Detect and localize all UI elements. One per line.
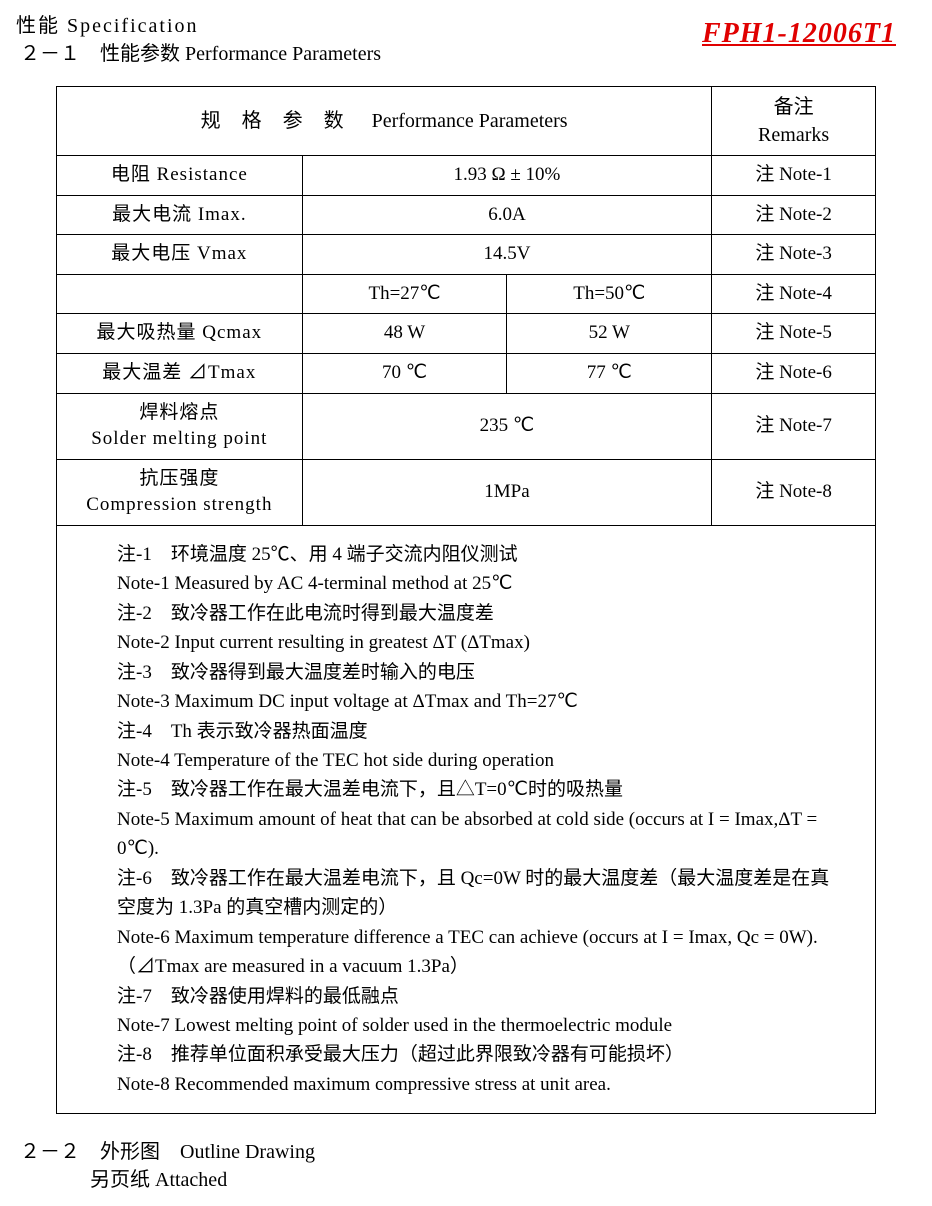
spec-sub-num: ２－１ <box>20 43 80 65</box>
param-value-1: 70 ℃ <box>302 353 507 393</box>
table-row: 电阻 Resistance 1.93 Ω ± 10% 注 Note-1 <box>57 156 876 196</box>
note-line: 注-1 环境温度 25℃、用 4 端子交流内阻仪测试 <box>117 540 845 569</box>
section-2-sub: 另页纸 Attached <box>20 1166 916 1194</box>
spec-table-wrap: 规 格 参 数 Performance Parameters 备注 Remark… <box>56 86 876 1114</box>
param-note: 注 Note-3 <box>712 235 876 275</box>
note-line: Note-8 Recommended maximum compressive s… <box>117 1070 845 1099</box>
label-cn: 焊料熔点 <box>139 402 219 423</box>
param-label-multiline: 抗压强度 Compression strength <box>57 459 303 525</box>
section-2-sub-cn: 另页纸 <box>90 1169 150 1191</box>
table-row-temp: Th=27℃ Th=50℃ 注 Note-4 <box>57 274 876 314</box>
param-note: 注 Note-5 <box>712 314 876 354</box>
param-label: 最大电流 Imax. <box>57 195 303 235</box>
table-row: 最大吸热量 Qcmax 48 W 52 W 注 Note-5 <box>57 314 876 354</box>
param-value: 6.0A <box>302 195 712 235</box>
table-header-row: 规 格 参 数 Performance Parameters 备注 Remark… <box>57 87 876 156</box>
section-2-num: ２－２ <box>20 1141 80 1163</box>
param-label: 电阻 Resistance <box>57 156 303 196</box>
note-line: Note-1 Measured by AC 4-terminal method … <box>117 569 845 598</box>
spec-title-cn: 性能 <box>16 15 60 37</box>
notes-row: 注-1 环境温度 25℃、用 4 端子交流内阻仪测试 Note-1 Measur… <box>57 525 876 1113</box>
temp-col-2: Th=50℃ <box>507 274 712 314</box>
param-value-2: 77 ℃ <box>507 353 712 393</box>
note-line: 注-7 致冷器使用焊料的最低融点 <box>117 982 845 1011</box>
note-line: 注-3 致冷器得到最大温度差时输入的电压 <box>117 658 845 687</box>
page-header: 性能 Specification ２－１ 性能参数 Performance Pa… <box>16 12 916 68</box>
label-en: Solder melting point <box>91 428 267 449</box>
param-note: 注 Note-7 <box>712 393 876 459</box>
param-value: 1MPa <box>302 459 712 525</box>
param-value: 1.93 Ω ± 10% <box>302 156 712 196</box>
table-header-main: 规 格 参 数 Performance Parameters <box>57 87 712 156</box>
spec-title: 性能 Specification <box>16 12 702 40</box>
param-label: 最大电压 Vmax <box>57 235 303 275</box>
note-line: Note-5 Maximum amount of heat that can b… <box>117 805 845 864</box>
spec-table: 规 格 参 数 Performance Parameters 备注 Remark… <box>56 86 876 1114</box>
note-line: 注-4 Th 表示致冷器热面温度 <box>117 717 845 746</box>
table-row: 最大电流 Imax. 6.0A 注 Note-2 <box>57 195 876 235</box>
param-note: 注 Note-4 <box>712 274 876 314</box>
part-number: FPH1-12006T1 <box>702 12 916 53</box>
note-line: 注-8 推荐单位面积承受最大压力（超过此界限致冷器有可能损坏） <box>117 1040 845 1069</box>
param-note: 注 Note-6 <box>712 353 876 393</box>
spec-subtitle: ２－１ 性能参数 Performance Parameters <box>16 40 702 68</box>
notes-cell: 注-1 环境温度 25℃、用 4 端子交流内阻仪测试 Note-1 Measur… <box>57 525 876 1113</box>
note-line: Note-3 Maximum DC input voltage at ΔTmax… <box>117 687 845 716</box>
table-header-remarks: 备注 Remarks <box>712 87 876 156</box>
param-value: 14.5V <box>302 235 712 275</box>
param-value-1: 48 W <box>302 314 507 354</box>
note-line: 注-2 致冷器工作在此电流时得到最大温度差 <box>117 599 845 628</box>
param-note: 注 Note-2 <box>712 195 876 235</box>
section-2-title: ２－２ 外形图 Outline Drawing <box>20 1138 916 1166</box>
table-row: 抗压强度 Compression strength 1MPa 注 Note-8 <box>57 459 876 525</box>
param-label: 最大温差 ⊿Tmax <box>57 353 303 393</box>
param-label-multiline: 焊料熔点 Solder melting point <box>57 393 303 459</box>
section-2-sub-en: Attached <box>155 1169 227 1191</box>
param-note: 注 Note-8 <box>712 459 876 525</box>
param-value-2: 52 W <box>507 314 712 354</box>
spec-title-en: Specification <box>67 15 199 37</box>
remarks-en: Remarks <box>758 124 829 146</box>
table-header-en: Performance Parameters <box>372 110 568 132</box>
note-line: Note-6 Maximum temperature difference a … <box>117 923 845 982</box>
section-2: ２－２ 外形图 Outline Drawing 另页纸 Attached <box>16 1138 916 1194</box>
note-line: 注-5 致冷器工作在最大温差电流下，且△T=0℃时的吸热量 <box>117 775 845 804</box>
param-value: 235 ℃ <box>302 393 712 459</box>
note-line: Note-2 Input current resulting in greate… <box>117 628 845 657</box>
note-line: Note-7 Lowest melting point of solder us… <box>117 1011 845 1040</box>
temp-col-1: Th=27℃ <box>302 274 507 314</box>
table-header-cn: 规 格 参 数 <box>201 110 352 132</box>
note-line: 注-6 致冷器工作在最大温差电流下，且 Qc=0W 时的最大温度差（最大温度差是… <box>117 864 845 923</box>
param-note: 注 Note-1 <box>712 156 876 196</box>
table-row: 最大温差 ⊿Tmax 70 ℃ 77 ℃ 注 Note-6 <box>57 353 876 393</box>
section-2-en: Outline Drawing <box>180 1141 315 1163</box>
spec-sub-en: Performance Parameters <box>185 43 381 65</box>
note-line: Note-4 Temperature of the TEC hot side d… <box>117 746 845 775</box>
param-label: 最大吸热量 Qcmax <box>57 314 303 354</box>
table-row: 焊料熔点 Solder melting point 235 ℃ 注 Note-7 <box>57 393 876 459</box>
param-label-empty <box>57 274 303 314</box>
remarks-cn: 备注 <box>774 96 814 118</box>
table-row: 最大电压 Vmax 14.5V 注 Note-3 <box>57 235 876 275</box>
section-2-cn: 外形图 <box>100 1141 160 1163</box>
spec-sub-cn: 性能参数 <box>100 43 180 65</box>
label-en: Compression strength <box>86 494 272 515</box>
label-cn: 抗压强度 <box>139 468 219 489</box>
header-left: 性能 Specification ２－１ 性能参数 Performance Pa… <box>16 12 702 68</box>
